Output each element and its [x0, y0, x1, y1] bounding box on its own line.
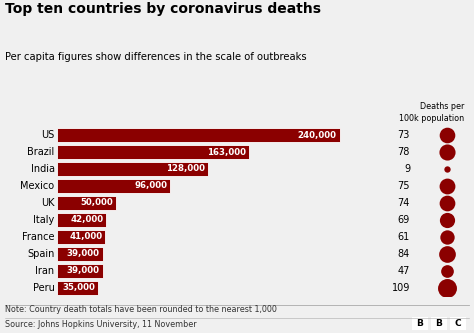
Text: 9: 9 [404, 164, 410, 174]
Text: Per capita figures show differences in the scale of outbreaks: Per capita figures show differences in t… [5, 52, 306, 62]
Text: 39,000: 39,000 [67, 249, 100, 258]
Text: Deaths per
100k population: Deaths per 100k population [399, 102, 464, 123]
Text: 50,000: 50,000 [80, 198, 113, 207]
Point [443, 285, 451, 290]
Text: 84: 84 [398, 249, 410, 259]
Text: B: B [416, 319, 423, 328]
Text: Source: Johns Hopkins University, 11 November: Source: Johns Hopkins University, 11 Nov… [5, 320, 196, 329]
Text: 35,000: 35,000 [62, 283, 95, 292]
Text: France: France [22, 232, 55, 242]
Text: Top ten countries by coronavirus deaths: Top ten countries by coronavirus deaths [5, 2, 321, 16]
Text: Mexico: Mexico [20, 181, 55, 191]
Text: India: India [30, 164, 55, 174]
Point [443, 166, 451, 172]
Text: 47: 47 [398, 266, 410, 276]
Bar [57, 247, 103, 260]
Text: Peru: Peru [33, 283, 55, 293]
Text: 39,000: 39,000 [67, 266, 100, 275]
Text: 41,000: 41,000 [69, 232, 102, 241]
Bar [57, 179, 170, 192]
Text: 78: 78 [398, 147, 410, 157]
Text: Note: Country death totals have been rounded to the nearest 1,000: Note: Country death totals have been rou… [5, 305, 277, 314]
Point [443, 183, 451, 188]
Bar [57, 264, 103, 277]
Bar [431, 317, 447, 330]
Point [443, 234, 451, 240]
Bar [57, 230, 105, 243]
Text: 74: 74 [398, 198, 410, 208]
Bar [57, 196, 116, 209]
Text: Italy: Italy [33, 215, 55, 225]
Text: 96,000: 96,000 [134, 181, 167, 190]
Bar [411, 317, 428, 330]
Bar [57, 213, 106, 226]
Point [443, 251, 451, 256]
Bar [57, 146, 249, 159]
Point [443, 149, 451, 155]
Point [443, 217, 451, 223]
Text: 109: 109 [392, 283, 410, 293]
Text: Iran: Iran [36, 266, 55, 276]
Text: 61: 61 [398, 232, 410, 242]
Text: 75: 75 [398, 181, 410, 191]
Bar [57, 281, 98, 294]
Text: UK: UK [41, 198, 55, 208]
Bar [57, 129, 339, 142]
Text: Brazil: Brazil [27, 147, 55, 157]
Point [443, 268, 451, 274]
Bar [57, 163, 208, 175]
Text: B: B [436, 319, 442, 328]
Text: US: US [41, 130, 55, 140]
Text: 128,000: 128,000 [166, 165, 205, 173]
Text: 163,000: 163,000 [207, 148, 246, 157]
Text: 42,000: 42,000 [70, 215, 103, 224]
Point [443, 132, 451, 138]
Text: 240,000: 240,000 [298, 131, 337, 140]
Text: 69: 69 [398, 215, 410, 225]
Point [443, 200, 451, 206]
Text: 73: 73 [398, 130, 410, 140]
Text: Spain: Spain [27, 249, 55, 259]
Bar [450, 317, 466, 330]
Text: C: C [455, 319, 461, 328]
